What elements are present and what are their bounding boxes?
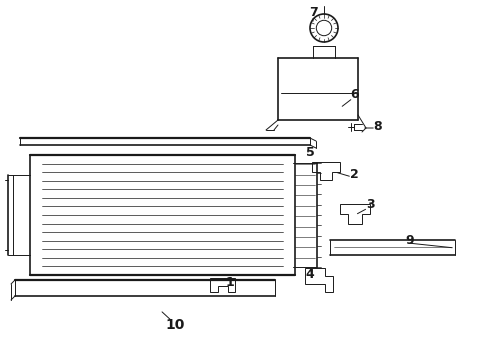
Text: 7: 7 [309, 5, 318, 18]
Text: 2: 2 [350, 167, 358, 180]
Text: 6: 6 [351, 89, 359, 102]
Text: 3: 3 [366, 198, 374, 211]
Text: 5: 5 [306, 145, 315, 158]
Polygon shape [210, 278, 235, 292]
Text: 4: 4 [306, 269, 315, 282]
Text: 10: 10 [165, 318, 185, 332]
Polygon shape [305, 268, 333, 292]
Text: 9: 9 [406, 234, 415, 247]
Polygon shape [340, 204, 370, 224]
Text: 8: 8 [374, 120, 382, 132]
Polygon shape [312, 162, 340, 180]
Text: 1: 1 [225, 275, 234, 288]
